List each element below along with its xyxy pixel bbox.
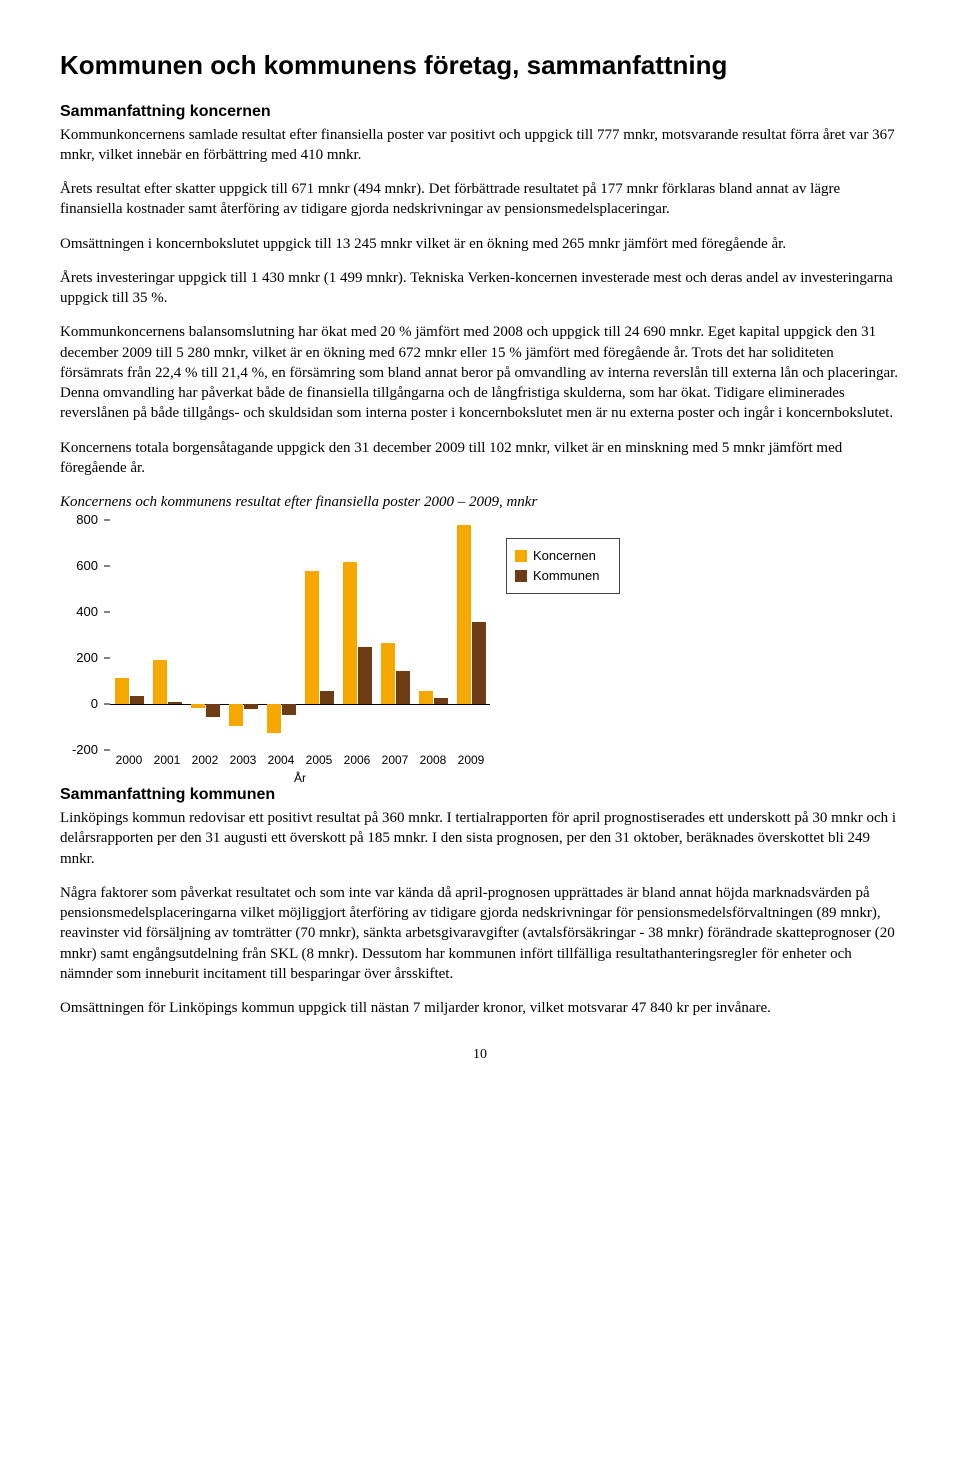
bar [434, 698, 448, 705]
bar-chart: -200020040060080020002001200220032004200… [60, 520, 620, 780]
bar-group [186, 520, 224, 750]
bar [320, 691, 334, 705]
bar-group [414, 520, 452, 750]
page-title: Kommunen och kommunens företag, sammanfa… [60, 48, 900, 83]
bar [244, 704, 258, 709]
legend-label: Koncernen [533, 547, 596, 565]
paragraph: Omsättningen i koncernbokslutet uppgick … [60, 234, 900, 254]
bar [153, 660, 167, 705]
page-number: 10 [60, 1046, 900, 1065]
bar-group [452, 520, 490, 750]
bar [206, 704, 220, 717]
section-heading-koncernen: Sammanfattning koncernen [60, 101, 900, 123]
bar [381, 643, 395, 704]
legend-label: Kommunen [533, 567, 599, 585]
y-tick-label: 600 [76, 558, 98, 576]
section-heading-kommunen: Sammanfattning kommunen [60, 784, 900, 806]
paragraph: Koncernens totala borgensåtagande uppgic… [60, 438, 900, 479]
x-tick-label: 2009 [452, 752, 490, 768]
bar [282, 704, 296, 715]
legend-item: Koncernen [515, 547, 611, 565]
bar [457, 525, 471, 704]
bar-group [300, 520, 338, 750]
bar [130, 696, 144, 704]
bar [305, 571, 319, 704]
bar [419, 691, 433, 705]
bar [358, 647, 372, 705]
bar-group [376, 520, 414, 750]
x-tick-label: 2002 [186, 752, 224, 768]
x-tick-label: 2003 [224, 752, 262, 768]
x-tick-label: 2006 [338, 752, 376, 768]
bar [115, 678, 129, 704]
bar [472, 622, 486, 705]
x-tick-label: 2004 [262, 752, 300, 768]
paragraph: Årets resultat efter skatter uppgick til… [60, 179, 900, 220]
bar [267, 704, 281, 733]
bar-group [148, 520, 186, 750]
x-tick-label: 2000 [110, 752, 148, 768]
y-tick-label: 400 [76, 604, 98, 622]
bar-group [224, 520, 262, 750]
legend-item: Kommunen [515, 567, 611, 585]
chart-legend: Koncernen Kommunen [506, 538, 620, 593]
x-axis-title: År [110, 770, 490, 786]
paragraph: Kommunkoncernens samlade resultat efter … [60, 125, 900, 166]
chart-caption: Koncernens och kommunens resultat efter … [60, 492, 900, 512]
bar [168, 702, 182, 704]
y-tick-label: 200 [76, 650, 98, 668]
bar [191, 704, 205, 707]
y-tick-label: 0 [91, 696, 98, 714]
x-tick-label: 2005 [300, 752, 338, 768]
y-tick-label: -200 [72, 742, 98, 760]
x-tick-label: 2008 [414, 752, 452, 768]
bar-group [262, 520, 300, 750]
bar [343, 562, 357, 705]
y-tick-label: 800 [76, 512, 98, 530]
paragraph: Linköpings kommun redovisar ett positivt… [60, 808, 900, 869]
legend-swatch [515, 570, 527, 582]
bar-group [338, 520, 376, 750]
paragraph: Årets investeringar uppgick till 1 430 m… [60, 268, 900, 309]
x-tick-label: 2001 [148, 752, 186, 768]
x-tick-label: 2007 [376, 752, 414, 768]
paragraph: Kommunkoncernens balansomslutning har ök… [60, 322, 900, 423]
bar [229, 704, 243, 726]
legend-swatch [515, 550, 527, 562]
bar [396, 671, 410, 704]
paragraph: Omsättningen för Linköpings kommun uppgi… [60, 998, 900, 1018]
paragraph: Några faktorer som påverkat resultatet o… [60, 883, 900, 984]
bar-group [110, 520, 148, 750]
